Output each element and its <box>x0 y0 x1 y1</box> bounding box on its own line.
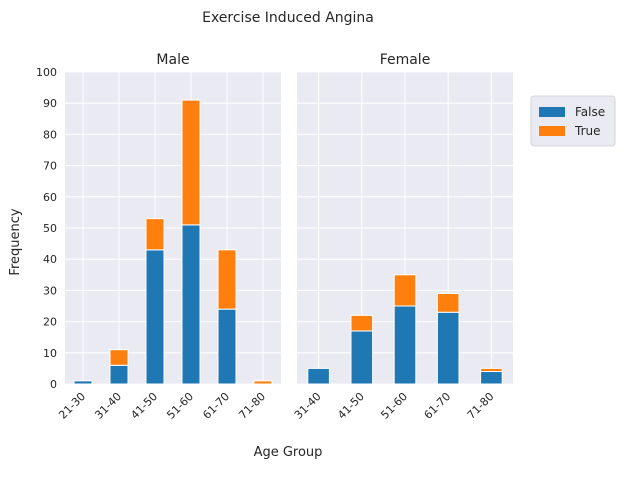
x-tick-label: 51-60 <box>378 390 410 422</box>
y-tick-label: 100 <box>36 66 57 79</box>
y-tick-label: 0 <box>50 378 57 391</box>
bar-true-41-50 <box>350 314 374 332</box>
bar-false-31-40 <box>307 367 330 385</box>
panel-title: Male <box>156 52 189 68</box>
x-tick-label: 31-40 <box>292 390 324 422</box>
y-tick-label: 70 <box>43 160 57 173</box>
bar-false-51-60 <box>393 305 417 385</box>
bar-false-51-60 <box>181 224 201 385</box>
bar-true-61-70 <box>436 293 460 313</box>
x-tick-label: 61-70 <box>200 390 232 422</box>
bar-false-61-70 <box>436 311 460 385</box>
bar-true-71-80 <box>480 367 503 373</box>
legend-swatch-false <box>539 107 565 117</box>
bar-false-21-30 <box>73 380 93 385</box>
bar-false-31-40 <box>109 364 129 385</box>
bar-true-41-50 <box>145 218 165 251</box>
legend-label-true: True <box>574 124 601 138</box>
panel-male: 21-30 31-40 41-50 51-60 61-70 71-80 Male 0 10 20 3… <box>36 52 281 422</box>
bar-false-41-50 <box>145 249 165 385</box>
x-axis-label: Age Group <box>254 445 323 460</box>
bar-true-31-40 <box>109 349 129 366</box>
x-tick-label: 41-50 <box>335 390 367 422</box>
bar-false-71-80 <box>480 371 503 385</box>
y-tick-label: 40 <box>43 253 57 266</box>
bar-false-41-50 <box>350 330 374 385</box>
x-tick-label: 71-80 <box>465 390 497 422</box>
x-tick-label: 71-80 <box>236 390 268 422</box>
x-tick-label: 21-30 <box>56 390 88 422</box>
legend-label-false: False <box>575 105 605 119</box>
legend-box <box>530 95 616 147</box>
y-tick-label: 10 <box>43 347 57 360</box>
chart-title: Exercise Induced Angina <box>202 10 374 26</box>
y-tick-label: 90 <box>43 97 57 110</box>
bar-true-51-60 <box>393 274 417 307</box>
bar-true-61-70 <box>217 249 237 310</box>
y-tick-label: 60 <box>43 191 57 204</box>
y-axis-label: Frequency <box>8 208 23 275</box>
bar-true-71-80 <box>253 380 273 385</box>
x-tick-label: 61-70 <box>422 390 454 422</box>
bar-false-61-70 <box>217 308 237 385</box>
y-tick-label: 30 <box>43 284 57 297</box>
legend: False True <box>530 95 616 147</box>
panel-title: Female <box>380 52 431 68</box>
y-tick-label: 80 <box>43 128 57 141</box>
x-tick-label: 51-60 <box>164 390 196 422</box>
legend-swatch-true <box>539 126 565 136</box>
bar-true-51-60 <box>181 99 201 226</box>
x-tick-label: 31-40 <box>92 390 124 422</box>
x-tick-label: 41-50 <box>128 390 160 422</box>
y-tick-label: 20 <box>43 316 57 329</box>
y-tick-label: 50 <box>43 222 57 235</box>
chart-panels: 21-30 31-40 41-50 51-60 61-70 71-80Male010203… <box>36 52 513 422</box>
panel-female: 31-40 41-50 51-60 61-70 71-80 Female <box>292 52 513 422</box>
